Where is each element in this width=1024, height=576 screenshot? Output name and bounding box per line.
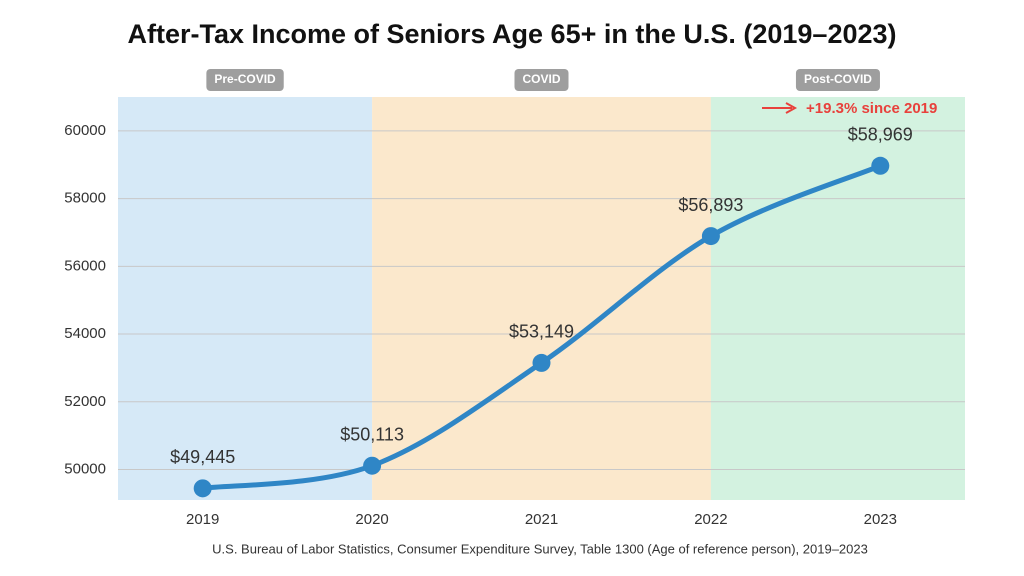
data-label: $58,969 (848, 125, 913, 145)
region-badge (795, 69, 880, 91)
region-band (118, 97, 373, 500)
region-band (710, 97, 965, 500)
data-point (532, 353, 551, 372)
y-tick-label: 50000 (64, 460, 106, 477)
chart-title: After-Tax Income of Seniors Age 65+ in t… (127, 19, 896, 49)
annotation-text: +19.3% since 2019 (806, 100, 937, 117)
data-point (363, 456, 382, 475)
x-tick-label: 2019 (186, 511, 219, 528)
data-point (871, 156, 890, 175)
region-label: COVID (522, 72, 560, 86)
x-tick-label: 2022 (694, 511, 727, 528)
y-tick-label: 60000 (64, 122, 106, 139)
x-tick-label: 2020 (355, 511, 388, 528)
region-label: Post-COVID (804, 72, 872, 86)
annotation-arrowhead (785, 102, 798, 114)
region-badge (206, 69, 284, 91)
x-tick-label: 2021 (525, 511, 558, 528)
region-badge (514, 69, 569, 91)
data-point (701, 227, 720, 246)
data-label: $53,149 (509, 322, 574, 342)
data-label: $56,893 (678, 195, 743, 215)
y-tick-label: 54000 (64, 325, 106, 342)
data-label: $49,445 (170, 447, 235, 467)
data-label: $50,113 (340, 424, 404, 444)
region-band (372, 97, 711, 500)
y-tick-label: 56000 (64, 257, 106, 274)
x-tick-label: 2023 (864, 511, 897, 528)
region-label: Pre-COVID (214, 72, 276, 86)
y-tick-label: 58000 (64, 190, 106, 207)
data-point (193, 479, 212, 498)
source-note: U.S. Bureau of Labor Statistics, Consume… (212, 541, 868, 556)
y-tick-label: 52000 (64, 393, 106, 410)
